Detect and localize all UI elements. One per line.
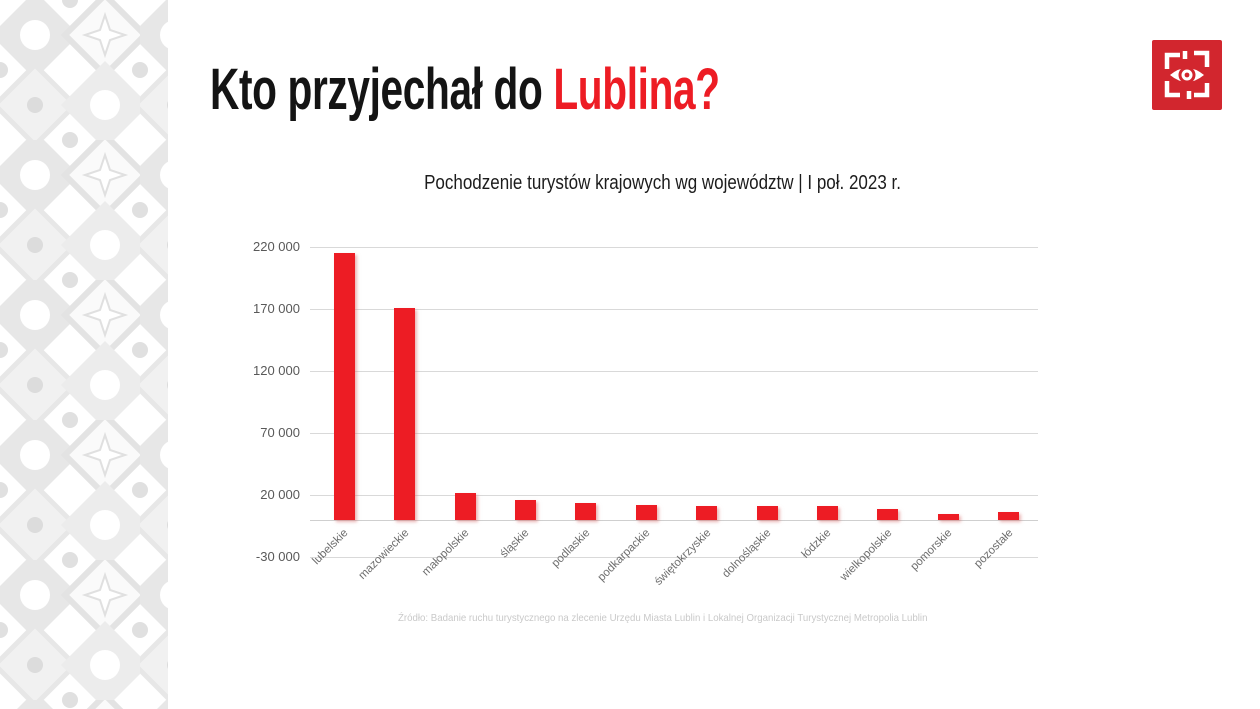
bar [394, 308, 416, 520]
page-title-text: Kto przyjechał do [210, 57, 554, 122]
page-title-highlight: Lublina? [553, 57, 720, 122]
bar [998, 511, 1020, 520]
bar [635, 505, 657, 520]
bar [333, 253, 355, 520]
y-tick-label: 170 000 [253, 301, 300, 317]
chart-title-text: Pochodzenie turystów krajowych wg wojewó… [424, 172, 901, 194]
y-tick-label: 20 000 [260, 487, 300, 503]
bar [454, 492, 476, 520]
gridline [310, 433, 1038, 435]
bar [937, 514, 959, 520]
source-note: Źródło: Badanie ruchu turystycznego na z… [290, 612, 1035, 624]
bar [575, 502, 597, 520]
source-note-text: Źródło: Badanie ruchu turystycznego na z… [397, 612, 928, 624]
y-tick-label: 70 000 [260, 425, 300, 441]
gridline [310, 495, 1038, 497]
y-tick-label: -30 000 [255, 549, 300, 565]
bar [696, 505, 718, 520]
bar [756, 506, 778, 520]
brand-logo-icon [1152, 40, 1222, 110]
gridline [310, 557, 1038, 559]
bar [877, 508, 899, 520]
x-axis-line [310, 520, 1038, 521]
y-tick-label: 220 000 [253, 239, 300, 255]
gridline [310, 309, 1038, 311]
bar [514, 500, 536, 520]
gridline [310, 247, 1038, 249]
decorative-diamond-pattern [0, 0, 168, 709]
page-title: Kto przyjechał do Lublina? [210, 57, 938, 122]
bar [816, 506, 838, 520]
y-tick-label: 120 000 [253, 363, 300, 379]
chart-title: Pochodzenie turystów krajowych wg wojewó… [290, 172, 1035, 195]
gridline [310, 371, 1038, 373]
